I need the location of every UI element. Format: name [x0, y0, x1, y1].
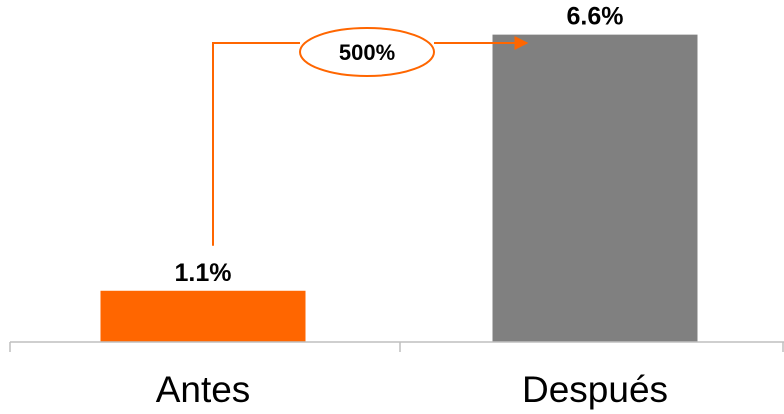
data-label-despues: 6.6%: [567, 3, 624, 31]
growth-percentage-label: 500%: [339, 40, 395, 65]
growth-annotation: 500%: [213, 28, 527, 246]
data-label-antes: 1.1%: [175, 259, 232, 287]
category-label-antes: Antes: [156, 369, 251, 410]
category-label-despues: Después: [522, 369, 668, 410]
bar-antes: [101, 291, 306, 342]
growth-connector-line: [213, 43, 300, 246]
bar-despues: [493, 35, 698, 342]
x-axis: [10, 342, 784, 352]
bars-layer: [101, 35, 698, 342]
